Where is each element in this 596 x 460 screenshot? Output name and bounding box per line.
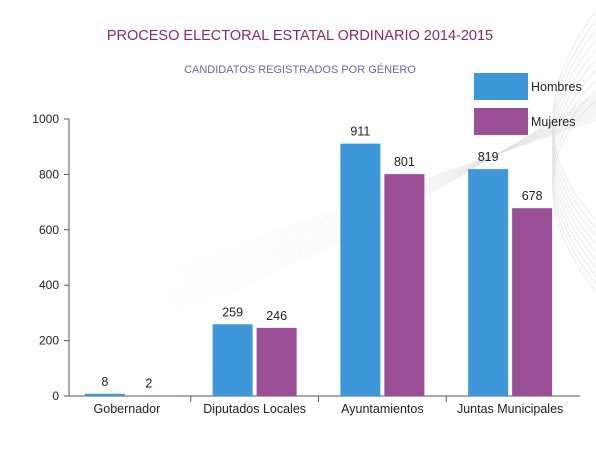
legend-swatch — [474, 108, 528, 135]
bar-hombres — [468, 169, 509, 396]
x-tick-label: Ayuntamientos — [341, 402, 423, 416]
data-label: 2 — [145, 376, 152, 390]
x-tick-label: Juntas Municipales — [457, 402, 563, 416]
bar-mujeres — [128, 395, 169, 396]
swirl-line — [552, 29, 596, 237]
bar-mujeres — [256, 327, 297, 396]
data-label: 801 — [394, 155, 415, 169]
data-label: 259 — [222, 305, 243, 319]
y-tick-label: 200 — [39, 334, 59, 348]
legend: Hombres Mujeres — [474, 73, 582, 135]
y-tick-label: 0 — [52, 389, 59, 403]
legend-swatch — [474, 73, 528, 100]
data-label: 911 — [350, 125, 370, 139]
data-label: 678 — [522, 189, 543, 203]
swirl-line — [552, 99, 596, 293]
swirl-line — [552, 9, 596, 221]
data-label: 246 — [266, 309, 287, 323]
swirl-line — [552, 19, 596, 229]
x-axis: Gobernador Diputados Locales Ayuntamientos… — [69, 395, 580, 416]
y-tick-label: 400 — [39, 278, 59, 292]
bar-hombres — [84, 393, 125, 396]
y-tick-label: 1000 — [32, 112, 59, 126]
swirl-line — [552, 79, 596, 277]
bar-hombres — [340, 143, 381, 396]
legend-label: Hombres — [531, 80, 582, 94]
chart-subtitle: CANDIDATOS REGISTRADOS POR GÉNERO — [184, 63, 416, 76]
y-tick-label: 800 — [39, 167, 59, 181]
bars: 8 2 259 246 911 801 819 678 — [84, 125, 553, 396]
swirl-line — [552, 69, 596, 269]
swirl-line — [552, 39, 596, 245]
y-axis: 0 200 400 600 800 1000 — [32, 112, 70, 403]
bar-hombres — [212, 324, 253, 396]
swirl-line — [552, 59, 596, 261]
swirl-line — [552, 49, 596, 253]
data-label: 819 — [478, 150, 499, 164]
x-tick-label: Diputados Locales — [203, 402, 306, 416]
data-label: 8 — [101, 375, 108, 389]
swirl-line — [552, 89, 596, 285]
bar-mujeres — [512, 208, 553, 396]
legend-label: Mujeres — [531, 115, 575, 129]
chart-title: PROCESO ELECTORAL ESTATAL ORDINARIO 2014… — [107, 28, 493, 44]
y-tick-label: 600 — [39, 223, 59, 237]
x-tick-label: Gobernador — [94, 402, 161, 416]
bar-mujeres — [384, 174, 425, 396]
